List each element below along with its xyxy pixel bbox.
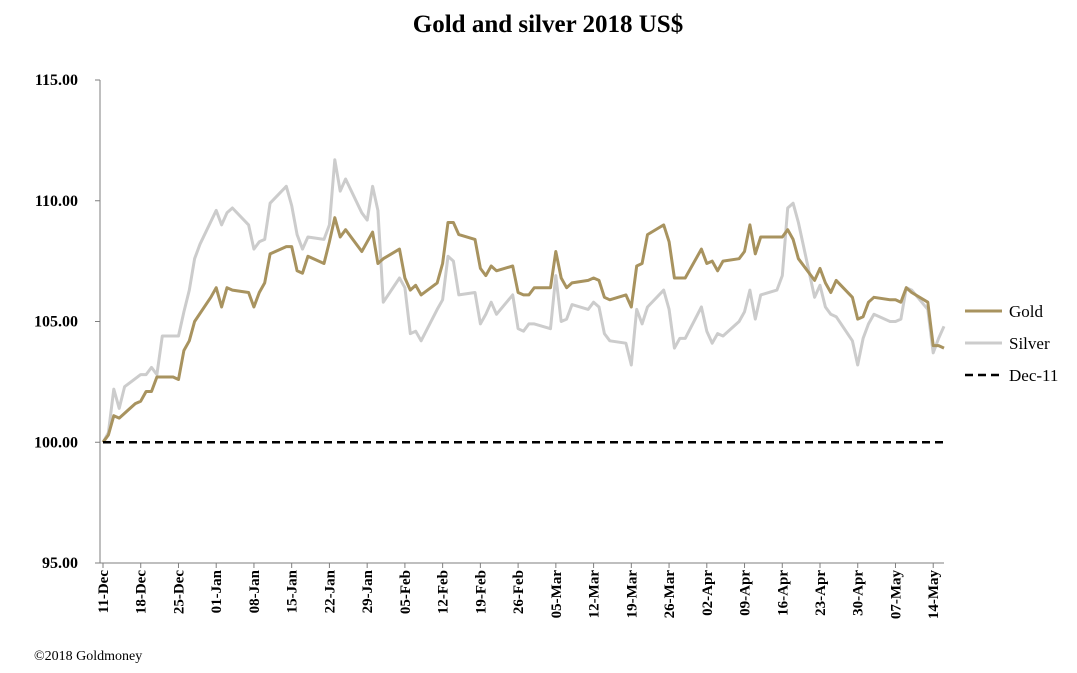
x-tick-label: 25-Dec [171, 570, 187, 614]
plot-area: 95.00 100.00 105.00 110.00 115.00 11-Dec 18-D… [34, 72, 946, 619]
x-tick-label: 01-Jan [209, 569, 225, 613]
legend-label-gold: Gold [1009, 302, 1044, 321]
x-tick-label: 19-Feb [473, 570, 489, 614]
x-tick-label: 30-Apr [851, 570, 867, 616]
x-tick-label: 08-Jan [247, 569, 263, 613]
legend-item-dec-11: Dec-11 [965, 366, 1058, 385]
x-tick-label: 11-Dec [96, 570, 112, 614]
x-tick-label: 18-Dec [134, 570, 150, 614]
legend-item-gold: Gold [965, 302, 1044, 321]
y-tick-label: 100.00 [34, 434, 78, 451]
copyright-credit: ©2018 Goldmoney [34, 649, 142, 664]
y-ticks: 95.00 100.00 105.00 110.00 115.00 [34, 72, 100, 572]
x-tick-label: 15-Jan [285, 569, 301, 613]
x-tick-label: 16-Apr [775, 570, 791, 616]
y-tick-label: 110.00 [35, 193, 78, 210]
legend-item-silver: Silver [965, 334, 1050, 353]
x-tick-label: 19-Mar [624, 570, 640, 619]
x-tick-label: 12-Mar [587, 570, 603, 619]
x-tick-label: 09-Apr [738, 570, 754, 616]
y-tick-label: 105.00 [34, 314, 78, 331]
series-line-silver [101, 158, 946, 444]
y-tick-label: 115.00 [35, 72, 78, 89]
x-tick-label: 07-May [888, 570, 904, 620]
legend-label-dec-11: Dec-11 [1009, 366, 1058, 385]
x-tick-label: 23-Apr [813, 570, 829, 616]
legend: Gold Silver Dec-11 [965, 302, 1058, 385]
y-tick-label: 95.00 [42, 555, 78, 572]
x-tick-label: 29-Jan [360, 569, 376, 613]
x-tick-label: 14-May [926, 570, 942, 620]
x-tick-label: 02-Apr [700, 570, 716, 616]
x-tick-label: 12-Feb [436, 570, 452, 614]
x-ticks: 11-Dec 18-Dec 25-Dec 01-Jan 08-Jan 15-Jan 22-J… [96, 563, 942, 619]
x-tick-label: 05-Mar [549, 570, 565, 619]
x-tick-label: 26-Feb [511, 570, 527, 614]
legend-label-silver: Silver [1009, 334, 1050, 353]
series-line-gold [101, 216, 945, 444]
x-tick-label: 05-Feb [398, 570, 414, 614]
x-tick-label: 22-Jan [322, 569, 338, 613]
chart-title: Gold and silver 2018 US$ [413, 11, 683, 38]
x-tick-label: 26-Mar [662, 570, 678, 619]
series-lines [101, 158, 946, 444]
